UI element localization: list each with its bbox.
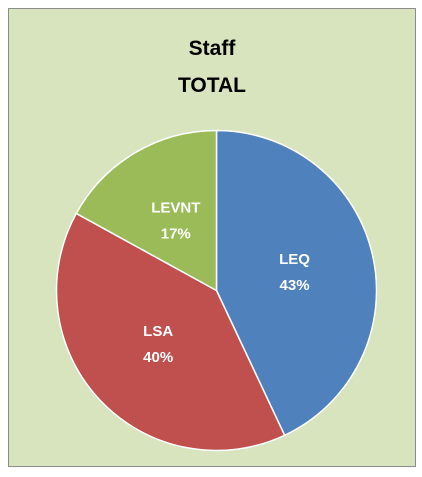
pie-slice bbox=[75, 129, 218, 292]
pie-slice bbox=[215, 129, 378, 437]
slice-value-label: 17% bbox=[161, 226, 191, 243]
chart-title: Staff TOTAL bbox=[177, 37, 247, 97]
slice-value-label: 40% bbox=[143, 349, 173, 366]
slice-category-label: LEVNT bbox=[151, 200, 200, 217]
slice-category-label: LEQ bbox=[279, 251, 310, 268]
pie-slice bbox=[55, 212, 286, 452]
slice-value-label: 43% bbox=[280, 277, 310, 294]
slice-category-label: LSA bbox=[143, 323, 173, 340]
